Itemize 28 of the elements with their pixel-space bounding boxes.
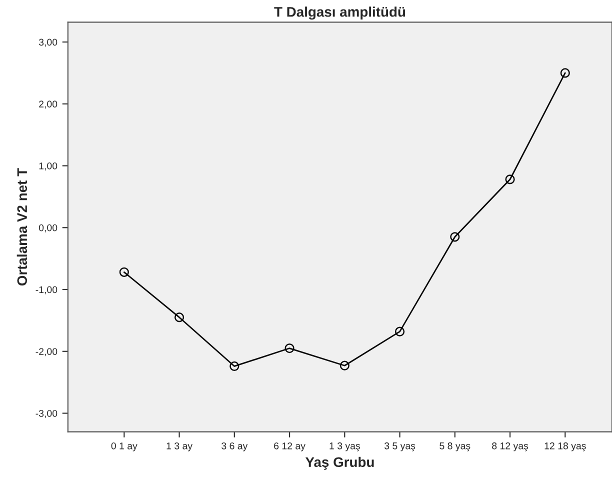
x-tick-label: 8 12 yaş <box>492 442 528 452</box>
point <box>119 267 129 277</box>
y-tick-label: -3,00 <box>36 410 58 418</box>
x-tick-label: 3 5 yaş <box>384 442 416 452</box>
y-tick-label: -2,00 <box>36 348 58 356</box>
point <box>505 174 515 184</box>
point <box>394 326 405 336</box>
y-tick-label: 1,00 <box>39 162 58 171</box>
x-tick-label: 12 18 yaş <box>544 442 586 452</box>
x-tick-label: 1 3 yaş <box>330 442 360 452</box>
x-tick-label: 5 8 yaş <box>440 442 470 452</box>
x-tick-label: 1 3 ay <box>166 442 193 452</box>
x-axis-title: Yaş Grubu <box>305 456 374 470</box>
x-tick-label: 0 1 ay <box>111 442 138 452</box>
y-tick-label: 0,00 <box>38 224 58 232</box>
chart-title: T Dalgası amplitüdü <box>274 6 406 20</box>
point <box>560 68 570 78</box>
point <box>230 361 240 372</box>
point <box>284 343 294 354</box>
y-axis-title: Ortalama V2 net T <box>16 168 28 286</box>
x-tick-label: 6 12 ay <box>274 442 306 452</box>
y-tick-label: -1,00 <box>36 286 58 294</box>
point <box>450 232 460 242</box>
x-tick-label: 3 6 ay <box>222 442 248 452</box>
y-tick-label: 3,00 <box>38 38 58 47</box>
point <box>174 312 184 322</box>
point <box>340 360 350 370</box>
y-tick-label: 2,00 <box>39 100 58 109</box>
